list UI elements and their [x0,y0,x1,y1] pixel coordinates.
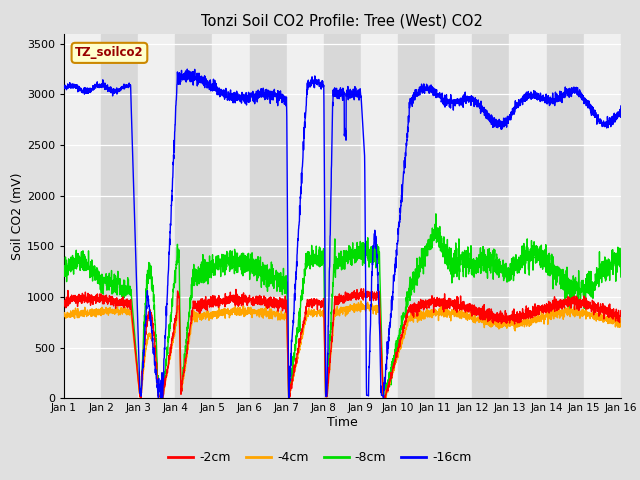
Bar [287,34,324,398]
Bar [64,34,101,398]
Bar [584,34,621,398]
Bar [398,34,435,398]
Legend: -2cm, -4cm, -8cm, -16cm: -2cm, -4cm, -8cm, -16cm [163,446,477,469]
Bar [547,34,584,398]
Bar [472,34,509,398]
Bar [509,34,547,398]
Text: TZ_soilco2: TZ_soilco2 [75,47,144,60]
Bar [361,34,398,398]
Bar [324,34,361,398]
Bar [138,34,175,398]
Bar [212,34,250,398]
Title: Tonzi Soil CO2 Profile: Tree (West) CO2: Tonzi Soil CO2 Profile: Tree (West) CO2 [202,13,483,28]
Bar [250,34,287,398]
Bar [435,34,472,398]
Bar [175,34,212,398]
Bar [621,34,640,398]
Bar [101,34,138,398]
X-axis label: Time: Time [327,416,358,429]
Y-axis label: Soil CO2 (mV): Soil CO2 (mV) [11,172,24,260]
